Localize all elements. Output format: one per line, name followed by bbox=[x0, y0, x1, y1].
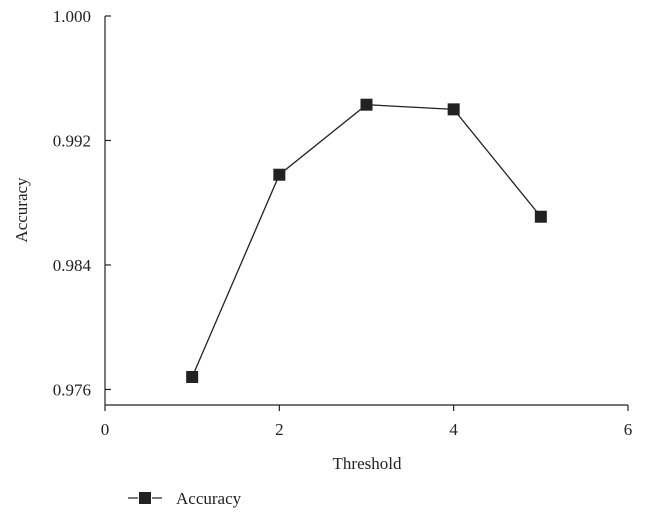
data-point bbox=[186, 370, 199, 383]
data-point bbox=[534, 210, 547, 223]
y-tick-label: 0.992 bbox=[53, 131, 91, 150]
x-tick-label: 2 bbox=[275, 420, 284, 439]
x-axis-ticks: 0 2 4 6 bbox=[101, 405, 633, 439]
legend-label: Accuracy bbox=[176, 489, 242, 508]
y-axis-ticks: 0.976 0.984 0.992 1.000 bbox=[53, 7, 111, 399]
y-tick-label: 0.984 bbox=[53, 256, 92, 275]
y-tick-label: 0.976 bbox=[53, 380, 91, 399]
series-accuracy bbox=[186, 98, 547, 383]
x-tick-label: 4 bbox=[449, 420, 458, 439]
legend: Accuracy bbox=[128, 489, 242, 508]
data-point bbox=[360, 98, 373, 111]
plot-area: 0.976 0.984 0.992 1.000 0 2 4 6 bbox=[53, 7, 633, 439]
y-axis-title: Accuracy bbox=[12, 177, 31, 243]
data-point bbox=[447, 103, 460, 116]
x-tick-label: 6 bbox=[624, 420, 633, 439]
data-point bbox=[273, 168, 286, 181]
series-line bbox=[191, 104, 542, 378]
x-tick-label: 0 bbox=[101, 420, 110, 439]
y-tick-label: 1.000 bbox=[53, 7, 91, 26]
x-axis-title: Threshold bbox=[333, 454, 402, 473]
legend-marker-square bbox=[139, 492, 151, 504]
